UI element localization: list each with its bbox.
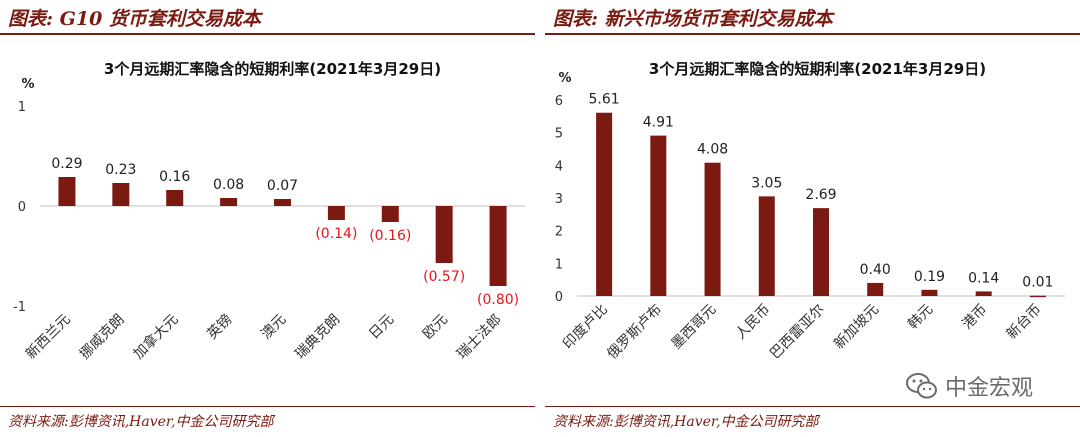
data-label: 0.14 [968, 270, 999, 286]
data-label: 4.91 [643, 115, 674, 131]
chart-title: 3个月远期汇率隐含的短期利率(2021年3月29日) [649, 60, 986, 78]
bar [381, 206, 399, 222]
x-tick-label: 欧元 [420, 312, 451, 343]
x-tick-label: 日元 [366, 312, 397, 343]
em-carry-cost-panel: 图表: 新兴市场货币套利交易成本 3个月远期汇率隐含的短期利率(2021年3月2… [545, 0, 1080, 437]
x-tick-label: 新台币 [1004, 302, 1045, 343]
data-label: 0.23 [105, 162, 136, 178]
footer-divider [545, 406, 1080, 407]
data-label: (0.16) [369, 228, 411, 244]
bar [975, 291, 992, 296]
bar [274, 199, 291, 206]
bar [1029, 295, 1046, 298]
data-label: 2.69 [805, 187, 836, 203]
data-label: 0.07 [267, 178, 298, 194]
y-tick-label: 1 [18, 100, 26, 115]
data-label: (0.80) [477, 292, 519, 308]
y-axis-unit: % [21, 77, 34, 92]
x-tick-label: 澳元 [258, 312, 289, 343]
g10-carry-cost-panel: 图表: G10 货币套利交易成本 3个月远期汇率隐含的短期利率(2021年3月2… [0, 0, 535, 437]
x-tick-label: 巴西雷亚尔 [767, 302, 828, 363]
em-bar-chart: 3个月远期汇率隐含的短期利率(2021年3月29日)% 6 5 4 3 2 1 0 5.61 印度… [555, 60, 1065, 363]
data-label: 0.29 [51, 156, 82, 172]
y-tick-label: 5 [555, 127, 563, 142]
bar [596, 112, 613, 297]
bar [867, 282, 884, 296]
x-tick-label: 墨西哥元 [668, 302, 719, 353]
x-tick-label: 加拿大元 [130, 311, 182, 363]
y-tick-label: -1 [13, 300, 26, 315]
panel-title: 图表: 新兴市场货币套利交易成本 [553, 8, 833, 30]
bar [112, 183, 130, 206]
bar [758, 196, 775, 296]
watermark-text: 中金宏观 [945, 376, 1034, 401]
g10-bar-chart: 3个月远期汇率隐含的短期利率(2021年3月29日)% 1 0 -1 0.29 新西兰元 0… [13, 60, 525, 363]
wechat-icon [906, 373, 937, 399]
source-note: 资料来源:彭博资讯,Haver,中金公司研究部 [553, 414, 819, 430]
data-label: 0.16 [159, 169, 190, 185]
header-divider [545, 33, 1080, 35]
panel-header: 图表: 新兴市场货币套利交易成本 [545, 0, 1080, 35]
x-tick-label: 挪威克朗 [77, 312, 128, 363]
y-tick-label: 4 [555, 159, 563, 174]
data-label: 5.61 [589, 92, 620, 108]
y-tick-label: 0 [555, 290, 563, 305]
data-label: 0.19 [914, 269, 945, 285]
bar [650, 135, 667, 296]
data-label: 0.40 [860, 262, 891, 278]
header-divider [0, 33, 535, 35]
data-label: 0.01 [1022, 275, 1053, 291]
x-tick-label: 俄罗斯卢布 [604, 302, 665, 363]
x-tick-label: 瑞典克朗 [292, 312, 343, 363]
y-tick-label: 6 [555, 94, 563, 109]
x-tick-label: 韩元 [905, 302, 936, 333]
footer-divider [0, 406, 535, 407]
data-label: 4.08 [697, 142, 728, 158]
chart-title: 3个月远期汇率隐含的短期利率(2021年3月29日) [104, 60, 441, 78]
source-note: 资料来源:彭博资讯,Haver,中金公司研究部 [8, 414, 274, 430]
bar [813, 208, 829, 296]
bar [58, 177, 76, 206]
bar [327, 206, 345, 220]
data-label: (0.14) [315, 226, 357, 242]
panel-header: 图表: G10 货币套利交易成本 [0, 0, 535, 35]
data-label: (0.57) [423, 269, 465, 285]
bar [489, 206, 507, 286]
x-tick-label: 人民币 [733, 302, 774, 343]
data-label: 3.05 [751, 175, 782, 191]
x-tick-label: 英镑 [204, 311, 236, 343]
x-tick-label: 新西兰元 [23, 312, 74, 363]
bar [220, 198, 238, 206]
bar [166, 190, 184, 206]
x-tick-label: 新加坡元 [831, 302, 882, 353]
x-tick-label: 港币 [959, 302, 990, 333]
bar [435, 206, 453, 263]
watermark: 中金宏观 [905, 368, 1033, 404]
y-tick-label: 1 [555, 257, 563, 272]
x-tick-label: 印度卢比 [560, 302, 611, 353]
y-axis-unit: % [558, 71, 571, 86]
y-tick-label: 0 [18, 200, 26, 215]
y-tick-label: 3 [555, 192, 563, 207]
panel-title: 图表: G10 货币套利交易成本 [8, 8, 261, 30]
bar [704, 162, 721, 296]
bar [921, 289, 938, 296]
data-label: 0.08 [213, 177, 244, 193]
y-tick-label: 2 [555, 225, 563, 240]
x-tick-label: 瑞士法郎 [454, 312, 505, 363]
